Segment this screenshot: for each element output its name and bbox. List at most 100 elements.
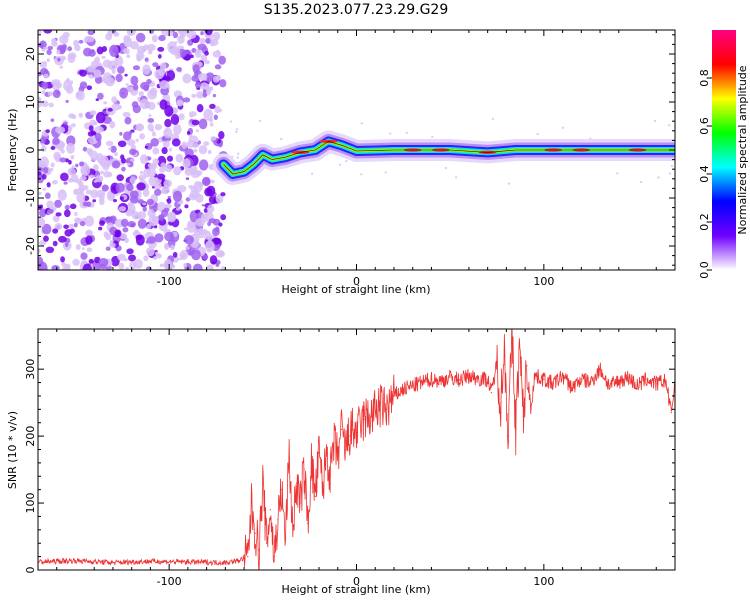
noise-speck — [46, 49, 52, 56]
noise-speck — [219, 79, 227, 88]
noise-speck — [155, 253, 160, 257]
noise-speck — [79, 221, 86, 227]
noise-speck — [103, 101, 108, 105]
noise-speck — [129, 148, 137, 156]
spectrogram-signal-track — [212, 130, 675, 185]
snr-point — [385, 408, 388, 410]
snr-point — [533, 375, 536, 377]
noise-speck — [130, 158, 135, 162]
noise-speck — [39, 40, 47, 50]
noise-speck — [38, 101, 42, 108]
noise-speck — [220, 192, 226, 197]
noise-speck — [182, 73, 192, 84]
noise-speck — [196, 48, 200, 54]
noise-speck — [82, 146, 88, 152]
noise-speck — [82, 201, 88, 207]
noise-speck — [191, 119, 200, 126]
noise-speck — [79, 161, 85, 167]
noise-speck — [131, 212, 141, 220]
noise-speck — [60, 149, 65, 154]
stray-speck — [229, 120, 233, 123]
noise-speck — [78, 181, 84, 188]
noise-speck — [46, 182, 51, 188]
noise-speck — [41, 223, 52, 235]
noise-speck — [166, 30, 174, 37]
noise-speck — [43, 235, 49, 242]
noise-speck — [66, 142, 75, 154]
noise-speck — [117, 65, 125, 74]
noise-speck — [181, 141, 188, 149]
noise-speck — [127, 202, 133, 207]
noise-speck — [192, 263, 203, 270]
noise-speck — [210, 136, 217, 141]
noise-speck — [107, 60, 118, 71]
noise-speck — [52, 228, 59, 234]
noise-speck — [75, 243, 81, 251]
noise-speck — [215, 75, 222, 81]
snr-point — [277, 519, 279, 521]
noise-speck — [38, 240, 47, 246]
noise-speck — [209, 122, 214, 127]
snr-point — [269, 509, 271, 511]
noise-speck — [183, 227, 188, 231]
noise-speck — [129, 41, 139, 50]
noise-speck — [119, 131, 123, 136]
stray-speck — [345, 159, 348, 163]
noise-speck — [215, 226, 220, 233]
noise-speck — [175, 99, 184, 107]
noise-speck — [38, 261, 48, 270]
noise-speck — [164, 231, 175, 242]
snr-point — [402, 388, 404, 390]
noise-speck — [47, 208, 54, 214]
snr-point — [258, 549, 260, 551]
y-tick-label: 300 — [24, 359, 37, 380]
noise-speck — [129, 176, 136, 184]
x-tick-label: 0 — [353, 275, 360, 288]
noise-speck — [197, 140, 201, 145]
snr-point — [292, 529, 294, 531]
noise-speck — [60, 256, 65, 263]
noise-speck — [203, 208, 208, 214]
noise-speck — [126, 54, 131, 58]
noise-speck — [159, 263, 165, 268]
snr-point — [507, 435, 509, 437]
noise-speck — [186, 131, 191, 135]
stray-speck — [668, 172, 672, 175]
snr-point — [518, 345, 521, 347]
noise-speck — [154, 69, 165, 80]
noise-speck — [52, 214, 60, 223]
noise-speck — [157, 46, 165, 52]
noise-speck — [207, 248, 212, 253]
stray-speck — [507, 182, 511, 185]
noise-speck — [154, 182, 162, 191]
noise-speck — [78, 112, 83, 118]
noise-speck — [138, 199, 145, 205]
snr-point — [318, 452, 320, 454]
noise-speck — [54, 154, 61, 163]
snr-point — [500, 402, 502, 404]
noise-speck — [151, 131, 156, 137]
noise-speck — [163, 207, 170, 213]
noise-speck — [120, 154, 125, 160]
noise-speck — [138, 91, 144, 97]
snr-point — [393, 395, 395, 397]
noise-speck — [205, 72, 215, 80]
noise-speck — [157, 54, 162, 59]
noise-speck — [173, 166, 182, 176]
noise-speck — [113, 31, 120, 37]
snr-point — [307, 522, 309, 524]
stray-speck — [237, 152, 240, 155]
noise-speck — [213, 114, 218, 120]
noise-speck — [192, 64, 200, 74]
noise-speck — [88, 258, 94, 264]
noise-speck — [122, 111, 131, 118]
noise-speck — [47, 45, 54, 51]
noise-speck — [90, 189, 99, 199]
noise-speck — [128, 130, 133, 135]
noise-speck — [38, 160, 46, 168]
noise-speck — [184, 148, 194, 157]
noise-speck — [212, 31, 221, 41]
noise-speck — [172, 251, 178, 258]
x-tick-label: 100 — [533, 275, 554, 288]
